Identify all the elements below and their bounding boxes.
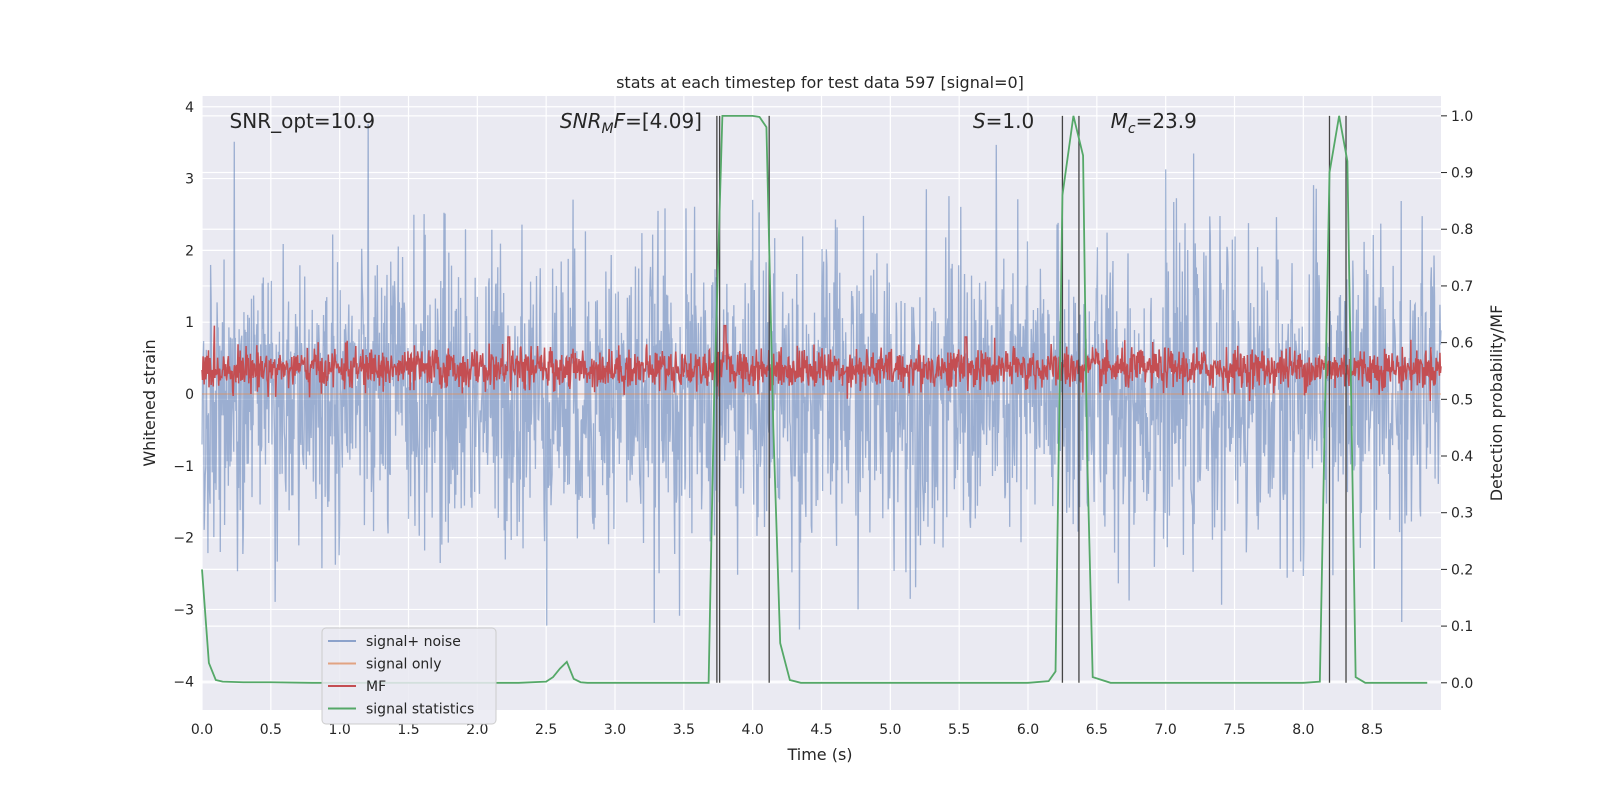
y-tick-label: 1 xyxy=(185,315,194,331)
x-tick-label: 3.5 xyxy=(673,722,695,738)
annotation: Mc=23.9 xyxy=(1111,109,1197,137)
x-tick-label: 4.0 xyxy=(742,722,764,738)
annotation: SNRMF=[4.09] xyxy=(560,109,702,137)
x-axis-ticks: 0.0 0.5 1.0 1.5 2.0 2.5 3.0 3.5 4.0 4.5 5.0 5.5 6.0 6… xyxy=(191,722,1383,738)
x-tick-label: 1.5 xyxy=(397,722,419,738)
y2-tick-label: 0.3 xyxy=(1451,506,1473,522)
x-axis-label: Time (s) xyxy=(786,745,852,764)
y-tick-label: −4 xyxy=(173,674,194,690)
y-tick-label: −2 xyxy=(173,531,194,547)
y2-tick-label: 0.8 xyxy=(1451,222,1473,238)
x-tick-label: 0.0 xyxy=(191,722,213,738)
y2-tick-label: 0.0 xyxy=(1451,676,1473,692)
annotations: SNR_opt=10.9 SNRMF=[4.09] S=1.0 Mc=23.9 xyxy=(230,109,1197,137)
y2-tick-label: 0.6 xyxy=(1451,336,1473,352)
y2-tick-label: 0.2 xyxy=(1451,562,1473,578)
legend-label: MF xyxy=(366,679,386,695)
y2-tick-label: 0.5 xyxy=(1451,392,1473,408)
x-tick-label: 7.5 xyxy=(1223,722,1245,738)
annotation: SNR_opt=10.9 xyxy=(230,109,376,133)
legend: signal+ noise signal only MF signal statist… xyxy=(321,627,497,725)
y-tick-label: 0 xyxy=(185,387,194,403)
annotation: S=1.0 xyxy=(973,109,1034,133)
y-tick-label: 3 xyxy=(185,172,194,188)
x-tick-label: 6.5 xyxy=(1086,722,1108,738)
x-tick-label: 8.0 xyxy=(1292,722,1314,738)
legend-label: signal+ noise xyxy=(366,634,461,650)
x-tick-label: 0.5 xyxy=(260,722,282,738)
x-tick-label: 2.5 xyxy=(535,722,557,738)
y-tick-label: −1 xyxy=(173,459,194,475)
x-tick-label: 5.5 xyxy=(948,722,970,738)
y2-axis-ticks: 0.0 0.1 0.2 0.3 0.4 0.5 0.6 0.7 0.8 0.9 1.0 xyxy=(1441,109,1473,692)
y-tick-label: 4 xyxy=(185,100,194,116)
x-tick-label: 3.0 xyxy=(604,722,626,738)
y-tick-label: −3 xyxy=(173,602,194,618)
legend-label: signal statistics xyxy=(366,702,474,718)
y2-tick-label: 0.9 xyxy=(1451,166,1473,182)
x-tick-label: 6.0 xyxy=(1017,722,1039,738)
y2-tick-label: 1.0 xyxy=(1451,109,1473,125)
legend-box xyxy=(321,627,497,725)
x-tick-label: 4.5 xyxy=(810,722,832,738)
x-tick-label: 5.0 xyxy=(879,722,901,738)
y2-tick-label: 0.1 xyxy=(1451,619,1473,635)
series-mf xyxy=(201,324,1442,402)
x-tick-label: 1.0 xyxy=(329,722,351,738)
y-axis-ticks: −4 −3 −2 −1 0 1 2 3 4 xyxy=(173,100,194,691)
y2-tick-label: 0.4 xyxy=(1451,449,1473,465)
y2-tick-label: 0.7 xyxy=(1451,279,1473,295)
mf-line xyxy=(201,324,1442,402)
x-tick-label: 7.0 xyxy=(1155,722,1177,738)
chart-title: stats at each timestep for test data 597… xyxy=(616,73,1024,92)
legend-label: signal only xyxy=(366,657,441,673)
y2-axis-label: Detection probability/MF xyxy=(1487,305,1506,502)
x-tick-label: 2.0 xyxy=(466,722,488,738)
y-tick-label: 2 xyxy=(185,243,194,259)
x-tick-label: 8.5 xyxy=(1361,722,1383,738)
y-axis-label: Whitened strain xyxy=(140,339,159,466)
